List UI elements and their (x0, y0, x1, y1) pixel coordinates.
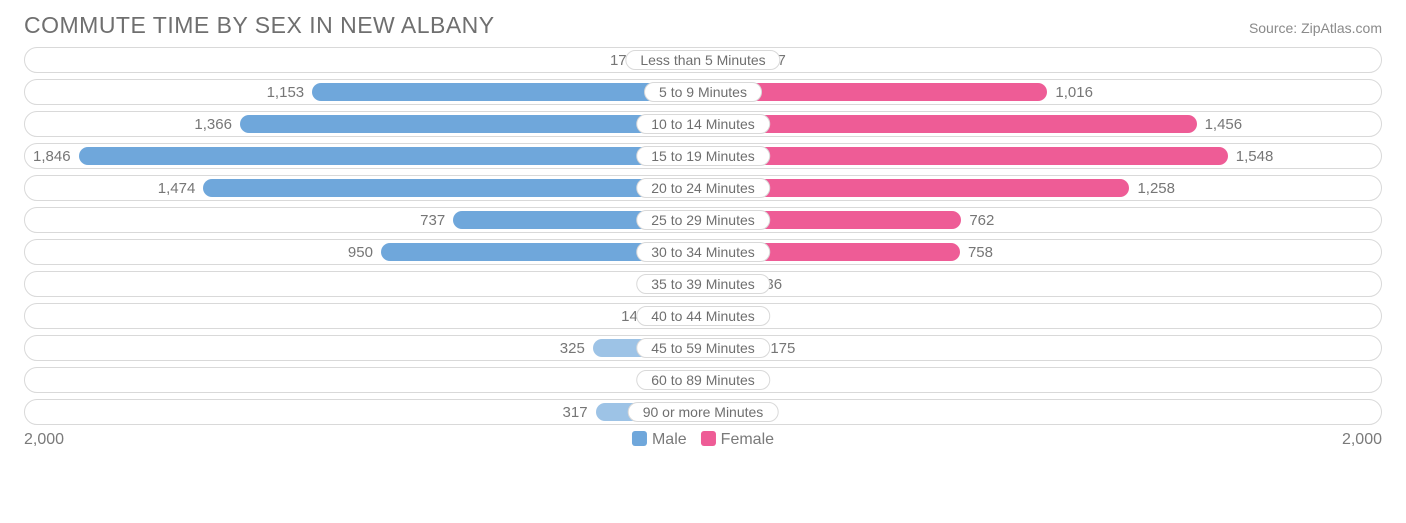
diverging-bar-chart: 177147Less than 5 Minutes 1,153 1,016 5 to … (24, 47, 1382, 425)
female-half: 136 (703, 272, 1381, 296)
chart-title: COMMUTE TIME BY SEX IN NEW ALBANY (24, 12, 495, 39)
category-label: 35 to 39 Minutes (636, 274, 770, 294)
male-value: 1,153 (259, 84, 313, 101)
male-half: 737 (25, 208, 703, 232)
male-bar (203, 179, 703, 197)
chart-row: 325 17545 to 59 Minutes (24, 335, 1382, 361)
male-half: 75 (25, 272, 703, 296)
male-value: 1,474 (150, 180, 204, 197)
chart-row: 737 762 25 to 29 Minutes (24, 207, 1382, 233)
male-half: 29 (25, 368, 703, 392)
legend-swatch (632, 431, 647, 446)
male-value: 1,846 (25, 148, 79, 165)
female-half: 758 (703, 240, 1381, 264)
female-value: 1,016 (1047, 84, 1101, 101)
male-half: 1,153 (25, 80, 703, 104)
female-value: 758 (960, 244, 1001, 261)
chart-row: 950 758 30 to 34 Minutes (24, 239, 1382, 265)
female-value: 1,548 (1228, 148, 1282, 165)
male-half: 177 (25, 48, 703, 72)
category-label: 45 to 59 Minutes (636, 338, 770, 358)
male-value: 737 (412, 212, 453, 229)
female-value: 1,456 (1197, 116, 1251, 133)
category-label: 15 to 19 Minutes (636, 146, 770, 166)
chart-row: 299160 to 89 Minutes (24, 367, 1382, 393)
chart-row: 1,846 1,548 15 to 19 Minutes (24, 143, 1382, 169)
male-half: 325 (25, 336, 703, 360)
chart-row: 1,366 1,456 10 to 14 Minutes (24, 111, 1382, 137)
chart-row: 1,474 1,258 20 to 24 Minutes (24, 175, 1382, 201)
male-half: 317 (25, 400, 703, 424)
female-half: 1,548 (703, 144, 1381, 168)
male-half: 1,846 (25, 144, 703, 168)
axis-max-right: 2,000 (1342, 431, 1382, 449)
category-label: 90 or more Minutes (628, 402, 779, 422)
female-half: 72 (703, 400, 1381, 424)
female-bar (703, 147, 1228, 165)
legend-item: Female (701, 431, 774, 449)
female-half: 1,456 (703, 112, 1381, 136)
female-half: 147 (703, 48, 1381, 72)
legend-label: Male (652, 431, 687, 448)
chart-row: 1441540 to 44 Minutes (24, 303, 1382, 329)
category-label: 20 to 24 Minutes (636, 178, 770, 198)
category-label: 30 to 34 Minutes (636, 242, 770, 262)
male-value: 325 (552, 340, 593, 357)
legend: Male Female (632, 431, 774, 449)
chart-row: 177147Less than 5 Minutes (24, 47, 1382, 73)
male-value: 1,366 (186, 116, 240, 133)
category-label: 40 to 44 Minutes (636, 306, 770, 326)
category-label: 60 to 89 Minutes (636, 370, 770, 390)
female-half: 1,258 (703, 176, 1381, 200)
male-half: 950 (25, 240, 703, 264)
female-half: 1,016 (703, 80, 1381, 104)
chart-footer: 2,000 Male Female 2,000 (24, 431, 1382, 451)
legend-item: Male (632, 431, 687, 449)
category-label: Less than 5 Minutes (625, 50, 780, 70)
chart-row: 317 7290 or more Minutes (24, 399, 1382, 425)
male-bar (240, 115, 703, 133)
male-bar (79, 147, 703, 165)
chart-header: COMMUTE TIME BY SEX IN NEW ALBANY Source… (24, 12, 1382, 39)
category-label: 10 to 14 Minutes (636, 114, 770, 134)
female-value: 1,258 (1129, 180, 1183, 197)
female-bar (703, 115, 1197, 133)
female-half: 15 (703, 304, 1381, 328)
legend-swatch (701, 431, 716, 446)
male-value: 317 (555, 404, 596, 421)
category-label: 5 to 9 Minutes (644, 82, 762, 102)
female-half: 91 (703, 368, 1381, 392)
chart-source: Source: ZipAtlas.com (1249, 20, 1382, 36)
male-half: 144 (25, 304, 703, 328)
chart-row: 7513635 to 39 Minutes (24, 271, 1382, 297)
female-value: 762 (961, 212, 1002, 229)
male-half: 1,474 (25, 176, 703, 200)
male-half: 1,366 (25, 112, 703, 136)
chart-row: 1,153 1,016 5 to 9 Minutes (24, 79, 1382, 105)
legend-label: Female (721, 431, 774, 448)
male-value: 950 (340, 244, 381, 261)
category-label: 25 to 29 Minutes (636, 210, 770, 230)
axis-max-left: 2,000 (24, 431, 64, 449)
female-half: 762 (703, 208, 1381, 232)
female-half: 175 (703, 336, 1381, 360)
